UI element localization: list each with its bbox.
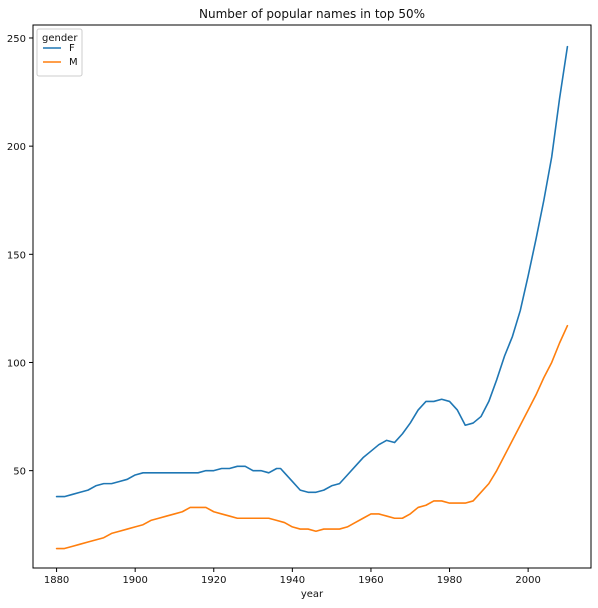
legend-label-F: F (69, 43, 75, 54)
y-tick-label: 250 (7, 34, 26, 45)
x-tick-label: 2000 (515, 575, 540, 586)
x-axis: 1880 1900 1920 1940 1960 1980 2000 (44, 568, 541, 586)
y-tick-label: 50 (13, 467, 26, 478)
x-tick-label: 1920 (201, 575, 226, 586)
x-axis-label: year (301, 589, 324, 600)
legend-box (36, 28, 83, 77)
x-tick-label: 1960 (358, 575, 383, 586)
x-tick-label: 1940 (280, 575, 305, 586)
y-tick-label: 100 (7, 358, 26, 369)
chart-title: Number of popular names in top 50% (199, 7, 425, 21)
series-line-F (55, 45, 569, 498)
legend-items: FM (43, 43, 78, 68)
x-tick-label: 1980 (437, 575, 462, 586)
legend: gender FM (36, 28, 83, 77)
legend-title: gender (42, 33, 78, 44)
x-tick-label: 1880 (44, 575, 69, 586)
y-tick-label: 150 (7, 250, 26, 261)
series-line-M (55, 324, 569, 550)
legend-label-M: M (69, 57, 78, 68)
plot-area-frame (32, 24, 592, 569)
x-tick-label: 1900 (122, 575, 147, 586)
y-tick-label: 200 (7, 142, 26, 153)
y-axis: 50 100 150 200 250 (7, 34, 33, 478)
series-layer (55, 45, 569, 550)
